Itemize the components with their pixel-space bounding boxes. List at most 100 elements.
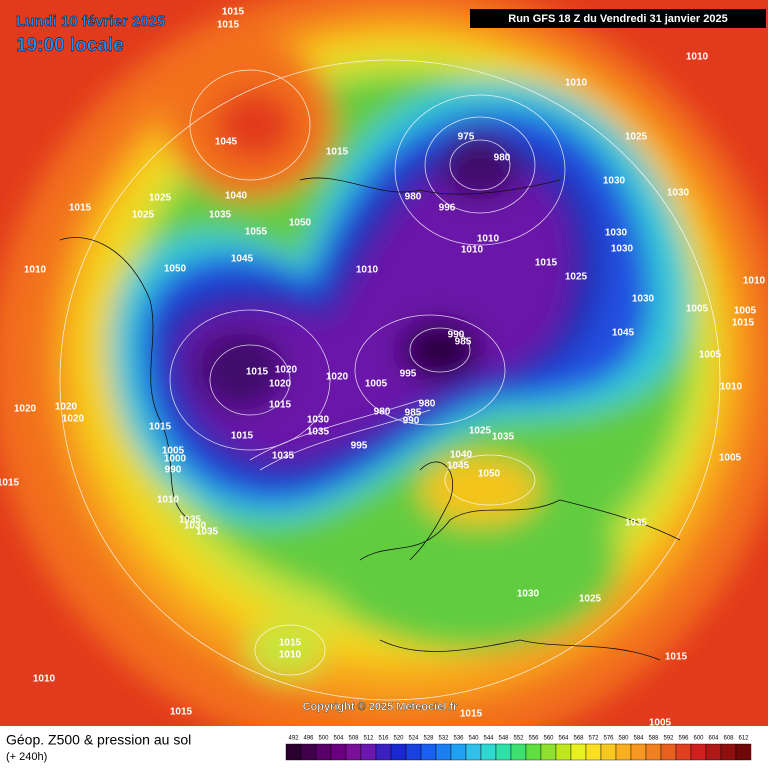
colorbar-label: 560 — [543, 736, 554, 742]
pressure-label: 1055 — [245, 227, 268, 238]
pressure-labels: 1015 1015 1045 1015 1025 1025 1015 1010 1040 1035… — [0, 7, 766, 726]
pressure-label: 1005 — [162, 446, 185, 457]
pressure-label: 1005 — [699, 350, 722, 361]
pressure-label: 1030 — [632, 294, 655, 305]
colorbar-label: 536 — [453, 736, 464, 742]
forecast-time: 19:00 locale — [16, 35, 124, 56]
pressure-label: 980 — [405, 192, 422, 203]
pressure-label: 990 — [448, 330, 465, 341]
pressure-label: 1030 — [667, 188, 690, 199]
colorbar-label: 528 — [423, 736, 434, 742]
colorbar-label: 568 — [573, 736, 584, 742]
pressure-label: 1050 — [289, 218, 312, 229]
pressure-label: 1035 — [209, 210, 232, 221]
pressure-label: 1040 — [225, 191, 248, 202]
pressure-label: 1015 — [535, 258, 558, 269]
pressure-label: 995 — [400, 369, 417, 380]
pressure-label: 1025 — [625, 132, 648, 143]
run-box — [470, 9, 766, 28]
colorbar-label: 600 — [693, 736, 704, 742]
pressure-label: 1015 — [246, 367, 269, 378]
colorbar-label: 604 — [708, 736, 719, 742]
pressure-label: 1050 — [164, 264, 187, 275]
pressure-label: 980 — [419, 399, 436, 410]
colorbar-label: 540 — [468, 736, 479, 742]
pressure-label: 1015 — [269, 400, 292, 411]
pressure-label: 1010 — [477, 234, 500, 245]
colorbar-cell — [600, 743, 617, 761]
colorbar-label: 580 — [618, 736, 629, 742]
pressure-label: 1015 — [149, 422, 172, 433]
pressure-label: 1015 — [0, 478, 20, 489]
pressure-label: 1010 — [743, 276, 766, 287]
pressure-label: 996 — [439, 203, 456, 214]
pressure-label: 1015 — [460, 709, 483, 720]
pressure-label: 1005 — [719, 453, 742, 464]
colorbar-cell — [540, 743, 557, 761]
colorbar-cell — [630, 743, 647, 761]
colorbar-cell — [390, 743, 407, 761]
colorbar-label: 532 — [438, 736, 449, 742]
colorbar-label: 576 — [603, 736, 614, 742]
colorbar-label: 584 — [633, 736, 644, 742]
colorbar-cell — [330, 743, 347, 761]
colorbar-label: 556 — [528, 736, 539, 742]
colorbar-label: 512 — [363, 736, 374, 742]
pressure-label: 1010 — [279, 650, 302, 661]
pressure-label: 1020 — [269, 379, 292, 390]
pressure-label: 1030 — [517, 589, 540, 600]
colorbar-cell — [720, 743, 737, 761]
colorbar-cell — [510, 743, 527, 761]
pressure-label: 990 — [165, 465, 182, 476]
colorbar-label: 588 — [648, 736, 659, 742]
colorbar-cell — [495, 743, 512, 761]
pressure-label: 1045 — [231, 254, 254, 265]
pressure-label: 975 — [458, 132, 475, 143]
pressure-label: 1040 — [450, 450, 473, 461]
colorbar-label: 520 — [393, 736, 404, 742]
pressure-label: 1035 — [272, 451, 295, 462]
pressure-label: 1035 — [492, 432, 515, 443]
colorbar-cell — [360, 743, 377, 761]
colorbar-cell — [465, 743, 482, 761]
pressure-label: 1020 — [62, 414, 85, 425]
colorbar-label: 524 — [408, 736, 419, 742]
colorbar-cell — [585, 743, 602, 761]
colorbar-label: 492 — [288, 736, 299, 742]
pressure-label: 1010 — [565, 78, 588, 89]
colorbar-cell — [300, 743, 317, 761]
pressure-label: 1030 — [307, 415, 330, 426]
footer-title: Géop. Z500 & pression au sol — [6, 732, 191, 748]
colorbar-label: 596 — [678, 736, 689, 742]
pressure-label: 1035 — [179, 515, 202, 526]
pressure-label: 1025 — [132, 210, 155, 221]
pressure-label: 1015 — [732, 318, 755, 329]
colorbar-cell — [570, 743, 587, 761]
colorbar-label: 572 — [588, 736, 599, 742]
colorbar-label: 516 — [378, 736, 389, 742]
pressure-label: 1030 — [611, 244, 634, 255]
pressure-label: 1010 — [356, 265, 379, 276]
pressure-label: 1025 — [469, 426, 492, 437]
colorbar-cell — [435, 743, 452, 761]
pressure-label: 1020 — [55, 402, 78, 413]
pressure-label: 1035 — [625, 518, 648, 529]
pressure-label: 1020 — [275, 365, 298, 376]
colorbar-label: 608 — [723, 736, 734, 742]
coastlines — [59, 177, 681, 661]
pressure-label: 1015 — [170, 707, 193, 718]
run-info: Run GFS 18 Z du Vendredi 31 janvier 2025 — [508, 13, 727, 25]
colorbar-cell — [345, 743, 362, 761]
pressure-label: 1025 — [579, 594, 602, 605]
pressure-label: 1045 — [215, 137, 238, 148]
colorbar-cell — [525, 743, 542, 761]
pressure-label: 1045 — [447, 461, 470, 472]
pressure-label: 980 — [374, 407, 391, 418]
copyright: Copyright © 2025 Meteociel.fr — [303, 701, 459, 713]
pressure-label: 1015 — [69, 203, 92, 214]
pressure-label: 1015 — [231, 431, 254, 442]
footer-lead: (+ 240h) — [6, 751, 47, 763]
pressure-label: 980 — [494, 153, 511, 164]
